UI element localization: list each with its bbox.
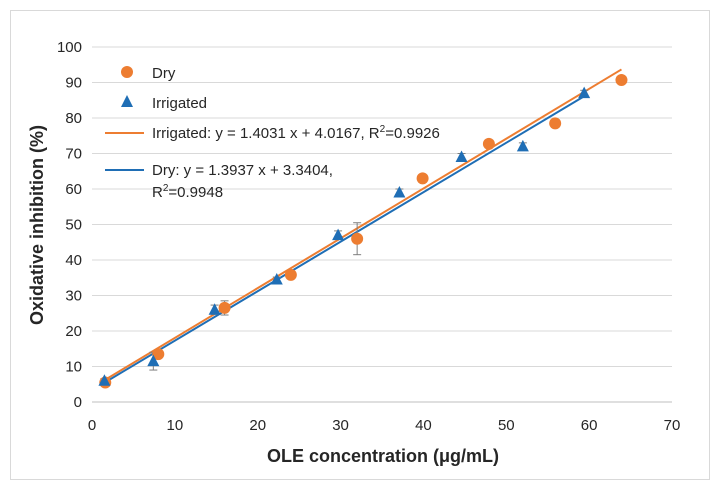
x-tick-label-40: 40 bbox=[415, 417, 432, 434]
point-irrigated-6 bbox=[455, 150, 468, 163]
trendline-1 bbox=[103, 95, 585, 384]
y-tick-label-80: 80 bbox=[65, 110, 82, 127]
legend-label-irrigated: Irrigated bbox=[152, 95, 207, 112]
point-irrigated-8 bbox=[578, 86, 591, 99]
point-irrigated-1 bbox=[147, 354, 160, 367]
legend: Dry Irrigated Irrigated: y = 1.4031 x + … bbox=[105, 65, 440, 201]
y-tick-label-70: 70 bbox=[65, 146, 82, 163]
y-tick-label-20: 20 bbox=[65, 323, 82, 340]
y-tick-label-40: 40 bbox=[65, 252, 82, 269]
y-axis-title: Oxidative inhibition (%) bbox=[27, 125, 47, 325]
y-tick-label-90: 90 bbox=[65, 75, 82, 92]
legend-marker-dry bbox=[121, 66, 133, 78]
x-tick-label-70: 70 bbox=[664, 417, 681, 434]
x-tick-label-20: 20 bbox=[249, 417, 266, 434]
x-tick-label-60: 60 bbox=[581, 417, 598, 434]
gridlines bbox=[92, 46, 672, 367]
point-dry-2 bbox=[218, 301, 231, 314]
x-axis-title: OLE concentration (μg/mL) bbox=[267, 446, 499, 466]
legend-label-dry-trend-line2: R2=0.9948 bbox=[152, 183, 223, 201]
point-irrigated-3 bbox=[270, 273, 283, 285]
point-dry-8 bbox=[615, 74, 628, 87]
y-tick-label-100: 100 bbox=[57, 39, 82, 56]
x-tick-label-0: 0 bbox=[88, 417, 96, 434]
point-irrigated-5 bbox=[393, 186, 406, 198]
y-tick-label-60: 60 bbox=[65, 181, 82, 198]
point-dry-7 bbox=[549, 117, 562, 130]
legend-label-irrigated-trend: Irrigated: y = 1.4031 x + 4.0167, R2=0.9… bbox=[152, 124, 440, 142]
point-dry-5 bbox=[416, 172, 429, 185]
point-irrigated-2 bbox=[208, 303, 221, 315]
markers bbox=[98, 74, 628, 389]
x-tick-label-30: 30 bbox=[332, 417, 349, 434]
legend-label-dry-trend-line1: Dry: y = 1.3937 x + 3.3404, bbox=[152, 162, 333, 179]
point-irrigated-7 bbox=[516, 139, 529, 152]
tick-labels: 0 10 20 30 40 50 60 70 80 90 100 0 10 20 30 40 50 60 70 bbox=[57, 39, 680, 434]
point-dry-6 bbox=[482, 137, 495, 150]
legend-label-dry: Dry bbox=[152, 65, 176, 82]
y-tick-label-30: 30 bbox=[65, 288, 82, 305]
point-dry-3 bbox=[284, 268, 297, 281]
trendlines bbox=[103, 68, 622, 384]
x-tick-label-50: 50 bbox=[498, 417, 515, 434]
trendline-0 bbox=[103, 68, 622, 382]
point-irrigated-4 bbox=[332, 228, 345, 241]
point-dry-4 bbox=[351, 232, 364, 245]
y-tick-label-10: 10 bbox=[65, 359, 82, 376]
legend-marker-irrigated bbox=[121, 95, 133, 107]
x-tick-label-10: 10 bbox=[167, 417, 184, 434]
y-tick-label-50: 50 bbox=[65, 217, 82, 234]
point-irrigated-0 bbox=[98, 374, 111, 386]
y-tick-label-0: 0 bbox=[74, 394, 82, 411]
point-dry-1 bbox=[152, 348, 165, 361]
